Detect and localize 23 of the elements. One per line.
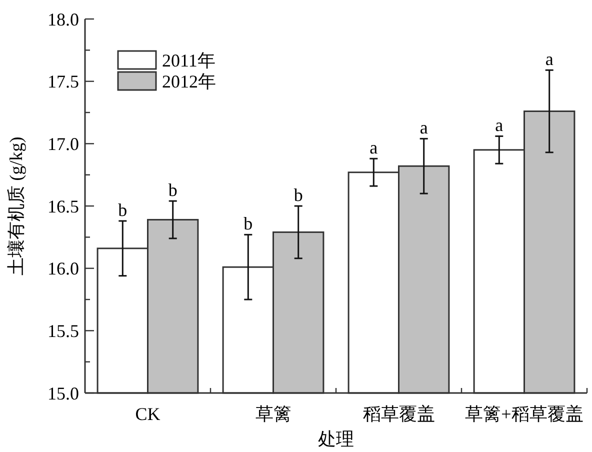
annotation: b bbox=[168, 180, 178, 200]
y-tick-label: 15.0 bbox=[48, 383, 79, 404]
legend-label: 2011年 bbox=[162, 50, 216, 70]
y-axis-title: 土壤有机质 (g/kg) bbox=[6, 136, 26, 276]
y-tick-label: 17.0 bbox=[48, 134, 79, 154]
annotation: a bbox=[370, 138, 378, 158]
y-tick-label: 16.5 bbox=[48, 196, 79, 216]
annotation: a bbox=[420, 118, 428, 138]
annotation: a bbox=[495, 115, 504, 136]
y-tick-label: 17.5 bbox=[48, 72, 79, 92]
annotation: b bbox=[244, 214, 253, 234]
legend-label: 2012年 bbox=[162, 71, 216, 92]
y-tick-label: 18.0 bbox=[48, 9, 79, 30]
y-tick-label: 15.5 bbox=[48, 320, 79, 341]
annotation: b bbox=[294, 185, 303, 205]
x-tick-label: 草篱 bbox=[255, 404, 292, 424]
x-axis-title: 处理 bbox=[318, 429, 354, 449]
x-tick-label: CK bbox=[135, 404, 160, 424]
annotation: a bbox=[545, 49, 554, 70]
x-tick-label: 稻草覆盖 bbox=[362, 404, 435, 424]
annotation: b bbox=[118, 200, 128, 220]
y-tick-label: 16.0 bbox=[48, 258, 79, 279]
x-tick-label: 草篱+稻草覆盖 bbox=[465, 404, 584, 424]
